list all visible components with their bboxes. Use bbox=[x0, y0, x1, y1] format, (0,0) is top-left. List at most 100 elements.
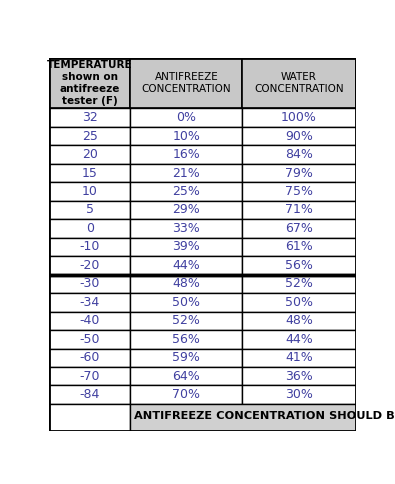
Text: 36%: 36% bbox=[285, 370, 313, 383]
Bar bbox=[49, 348, 130, 367]
Bar bbox=[242, 330, 356, 348]
Text: 48%: 48% bbox=[173, 277, 200, 290]
Bar bbox=[130, 164, 242, 182]
Bar bbox=[242, 256, 356, 274]
Bar bbox=[130, 348, 242, 367]
Bar bbox=[49, 164, 130, 182]
Text: 50%: 50% bbox=[285, 296, 313, 309]
Text: ANTIFREEZE
CONCENTRATION: ANTIFREEZE CONCENTRATION bbox=[141, 72, 231, 94]
Bar bbox=[130, 58, 242, 108]
Bar bbox=[49, 293, 130, 312]
Bar bbox=[130, 108, 242, 127]
Text: 50%: 50% bbox=[172, 296, 200, 309]
Bar bbox=[242, 182, 356, 201]
Bar bbox=[49, 108, 130, 127]
Bar bbox=[49, 330, 130, 348]
Text: 32: 32 bbox=[82, 111, 98, 124]
Bar bbox=[49, 127, 130, 145]
Text: 30%: 30% bbox=[285, 388, 313, 401]
Text: 25%: 25% bbox=[173, 185, 200, 198]
Text: 75%: 75% bbox=[285, 185, 313, 198]
Text: -50: -50 bbox=[80, 333, 100, 346]
Text: -70: -70 bbox=[80, 370, 100, 383]
Bar bbox=[49, 404, 130, 431]
Bar bbox=[242, 385, 356, 404]
Text: 0: 0 bbox=[86, 222, 94, 235]
Text: 20: 20 bbox=[82, 148, 98, 161]
Bar bbox=[49, 367, 130, 385]
Bar bbox=[242, 348, 356, 367]
Bar bbox=[130, 219, 242, 238]
Bar bbox=[130, 404, 356, 431]
Bar bbox=[49, 58, 130, 108]
Text: 52%: 52% bbox=[285, 277, 313, 290]
Text: 61%: 61% bbox=[285, 241, 313, 254]
Bar bbox=[242, 219, 356, 238]
Text: 48%: 48% bbox=[285, 314, 313, 327]
Bar bbox=[130, 367, 242, 385]
Bar bbox=[130, 274, 242, 293]
Bar bbox=[242, 127, 356, 145]
Text: 33%: 33% bbox=[173, 222, 200, 235]
Text: 25: 25 bbox=[82, 130, 98, 143]
Text: 64%: 64% bbox=[173, 370, 200, 383]
Bar bbox=[242, 238, 356, 256]
Bar bbox=[130, 201, 242, 219]
Bar bbox=[242, 58, 356, 108]
Bar bbox=[130, 312, 242, 330]
Text: 59%: 59% bbox=[173, 351, 200, 364]
Bar bbox=[49, 256, 130, 274]
Text: 67%: 67% bbox=[285, 222, 313, 235]
Bar bbox=[49, 145, 130, 164]
Text: 71%: 71% bbox=[285, 203, 313, 216]
Bar bbox=[242, 201, 356, 219]
Text: 56%: 56% bbox=[285, 259, 313, 272]
Text: 90%: 90% bbox=[285, 130, 313, 143]
Text: ANTIFREEZE CONCENTRATION SHOULD BE AT LEAST 50%: ANTIFREEZE CONCENTRATION SHOULD BE AT LE… bbox=[134, 411, 395, 422]
Bar bbox=[130, 238, 242, 256]
Bar bbox=[242, 164, 356, 182]
Text: 79%: 79% bbox=[285, 166, 313, 180]
Text: 21%: 21% bbox=[173, 166, 200, 180]
Bar bbox=[49, 274, 130, 293]
Text: -20: -20 bbox=[80, 259, 100, 272]
Text: 15: 15 bbox=[82, 166, 98, 180]
Text: 5: 5 bbox=[86, 203, 94, 216]
Bar bbox=[242, 145, 356, 164]
Text: 56%: 56% bbox=[173, 333, 200, 346]
Text: WATER
CONCENTRATION: WATER CONCENTRATION bbox=[254, 72, 344, 94]
Text: -84: -84 bbox=[80, 388, 100, 401]
Bar bbox=[242, 367, 356, 385]
Text: TEMPERATURE
shown on
antifreeze
tester (F): TEMPERATURE shown on antifreeze tester (… bbox=[47, 60, 133, 106]
Bar bbox=[49, 201, 130, 219]
Bar bbox=[130, 127, 242, 145]
Bar bbox=[49, 312, 130, 330]
Text: -30: -30 bbox=[80, 277, 100, 290]
Text: 84%: 84% bbox=[285, 148, 313, 161]
Text: -34: -34 bbox=[80, 296, 100, 309]
Text: -60: -60 bbox=[80, 351, 100, 364]
Text: -10: -10 bbox=[80, 241, 100, 254]
Text: 52%: 52% bbox=[173, 314, 200, 327]
Bar bbox=[49, 182, 130, 201]
Bar bbox=[130, 330, 242, 348]
Text: 0%: 0% bbox=[176, 111, 196, 124]
Text: 70%: 70% bbox=[172, 388, 200, 401]
Text: 39%: 39% bbox=[173, 241, 200, 254]
Text: 100%: 100% bbox=[281, 111, 317, 124]
Text: 16%: 16% bbox=[173, 148, 200, 161]
Bar bbox=[130, 385, 242, 404]
Text: 29%: 29% bbox=[173, 203, 200, 216]
Bar bbox=[130, 293, 242, 312]
Bar bbox=[242, 312, 356, 330]
Text: 10%: 10% bbox=[173, 130, 200, 143]
Bar bbox=[130, 145, 242, 164]
Text: 10: 10 bbox=[82, 185, 98, 198]
Text: 44%: 44% bbox=[285, 333, 313, 346]
Text: -40: -40 bbox=[80, 314, 100, 327]
Bar bbox=[49, 385, 130, 404]
Bar bbox=[242, 108, 356, 127]
Bar bbox=[49, 238, 130, 256]
Bar bbox=[242, 293, 356, 312]
Text: 44%: 44% bbox=[173, 259, 200, 272]
